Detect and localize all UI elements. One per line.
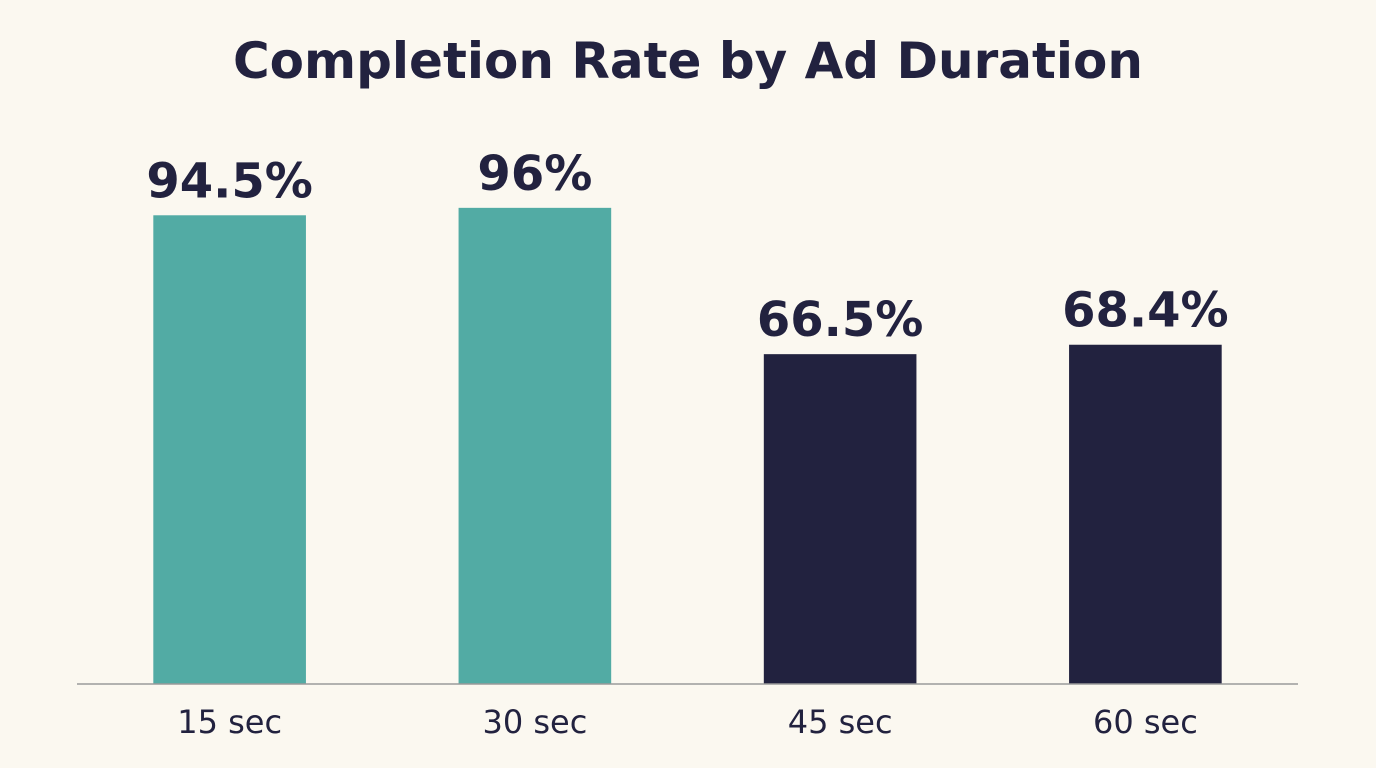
bar-2	[458, 207, 612, 684]
chart-title: Completion Rate by Ad Duration	[233, 32, 1143, 90]
data-label: 66.5%	[757, 292, 924, 348]
data-label: 68.4%	[1062, 283, 1229, 339]
x-tick-label: 30 sec	[482, 703, 587, 741]
data-label: 94.5%	[146, 153, 313, 209]
bar-1	[153, 215, 306, 684]
x-tick-label: 15 sec	[177, 703, 282, 741]
data-label: 96%	[477, 146, 592, 202]
bar-4	[1069, 344, 1222, 684]
x-tick-label: 60 sec	[1093, 703, 1198, 741]
bar-3	[763, 354, 917, 684]
x-tick-label: 45 sec	[788, 703, 893, 741]
